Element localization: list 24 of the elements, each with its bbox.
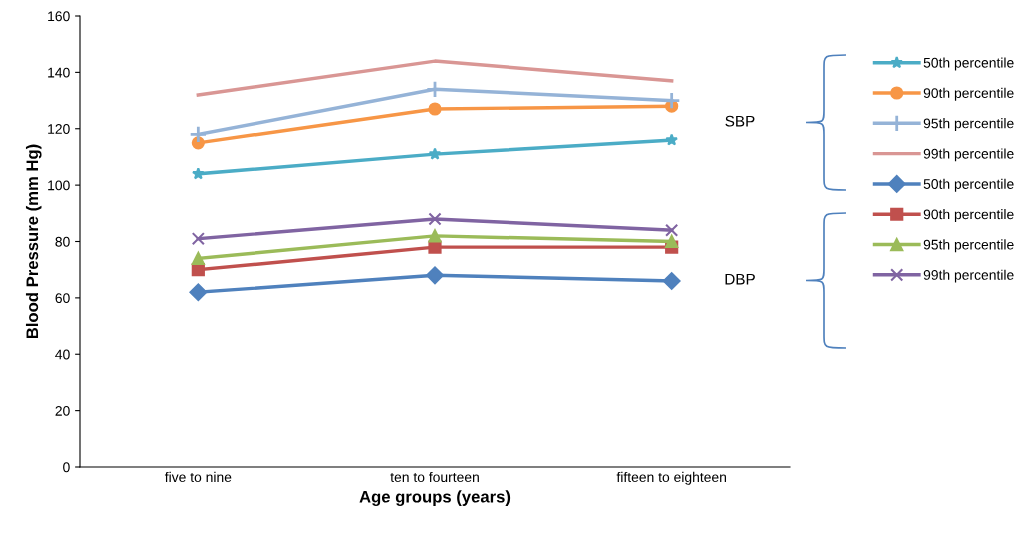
y-tick-label: 0 [63, 462, 70, 473]
legend-label: 50th percentile [923, 57, 1014, 71]
legend-label: 50th percentile [923, 178, 1014, 192]
y-tick-label: 120 [48, 124, 70, 134]
y-tick-label: 80 [55, 236, 70, 247]
annotation: DBP [725, 273, 755, 285]
x-axis-title: Age groups (years) [359, 490, 511, 506]
y-tick-label: 40 [55, 349, 70, 360]
legend-label: 90th percentile [923, 87, 1014, 101]
legend-label: 95th percentile [923, 239, 1014, 253]
legend-label: 95th percentile [923, 118, 1014, 132]
x-tick-label: ten to fourteen [390, 471, 479, 483]
y-tick-label: 160 [48, 11, 70, 22]
legend-label: 99th percentile [923, 269, 1014, 283]
y-tick-label: 100 [48, 180, 70, 191]
x-tick-label: fifteen to eighteen [616, 471, 726, 485]
x-tick-label: five to nine [164, 471, 232, 483]
y-tick-label: 60 [55, 293, 70, 304]
legend-label: 99th percentile [923, 148, 1014, 162]
legend-label: 90th percentile [923, 209, 1014, 222]
y-tick-label: 20 [55, 405, 70, 416]
y-axis-title: Blood Pressure (mm Hg) [25, 144, 42, 339]
annotation: SBP [725, 115, 755, 127]
y-tick-label: 140 [48, 67, 70, 78]
